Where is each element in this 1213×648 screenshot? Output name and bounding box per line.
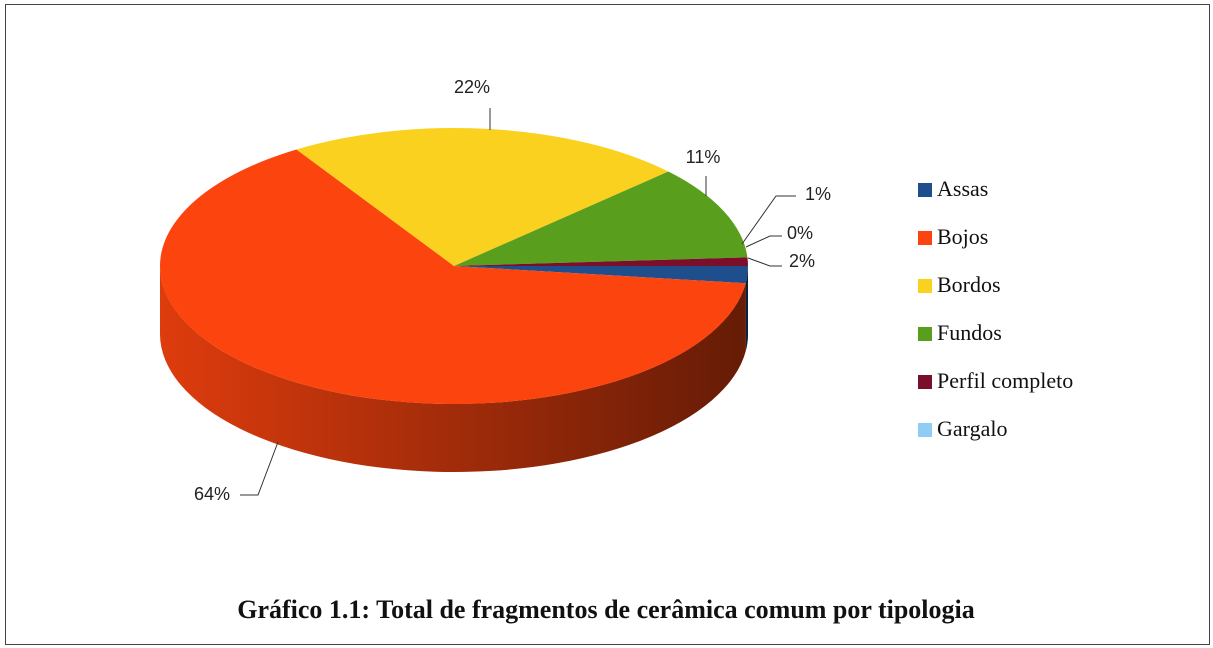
slice-side-shade [745, 266, 748, 352]
legend-swatch [918, 423, 932, 437]
leader-line [741, 195, 796, 245]
slice [296, 128, 669, 266]
slice-side-shade [160, 266, 746, 472]
legend-label: Bojos [937, 224, 988, 249]
chart-title: Gráfico 1.1: Total de fragmentos de cerâ… [237, 595, 975, 624]
legend-label: Perfil completo [937, 368, 1073, 393]
legend-label: Bordos [937, 272, 1001, 297]
data-label: 22% [454, 77, 490, 97]
slice [454, 257, 748, 266]
slice [159, 149, 746, 404]
legend-swatch [918, 279, 932, 293]
data-label: 0% [787, 223, 813, 243]
slice [454, 171, 748, 266]
legend-swatch [918, 327, 932, 341]
legend-label: Assas [937, 176, 988, 201]
legend-swatch [918, 231, 932, 245]
slice [454, 266, 748, 284]
data-label: 1% [805, 184, 831, 204]
leader-line [240, 441, 279, 496]
legend-label: Gargalo [937, 416, 1007, 441]
leader-line [747, 257, 782, 267]
data-label: 64% [194, 484, 230, 504]
legend-swatch [918, 375, 932, 389]
data-label: 2% [789, 251, 815, 271]
legend-swatch [918, 183, 932, 197]
leader-line [745, 235, 782, 248]
data-label: 11% [686, 147, 721, 167]
legend-label: Fundos [937, 320, 1002, 345]
